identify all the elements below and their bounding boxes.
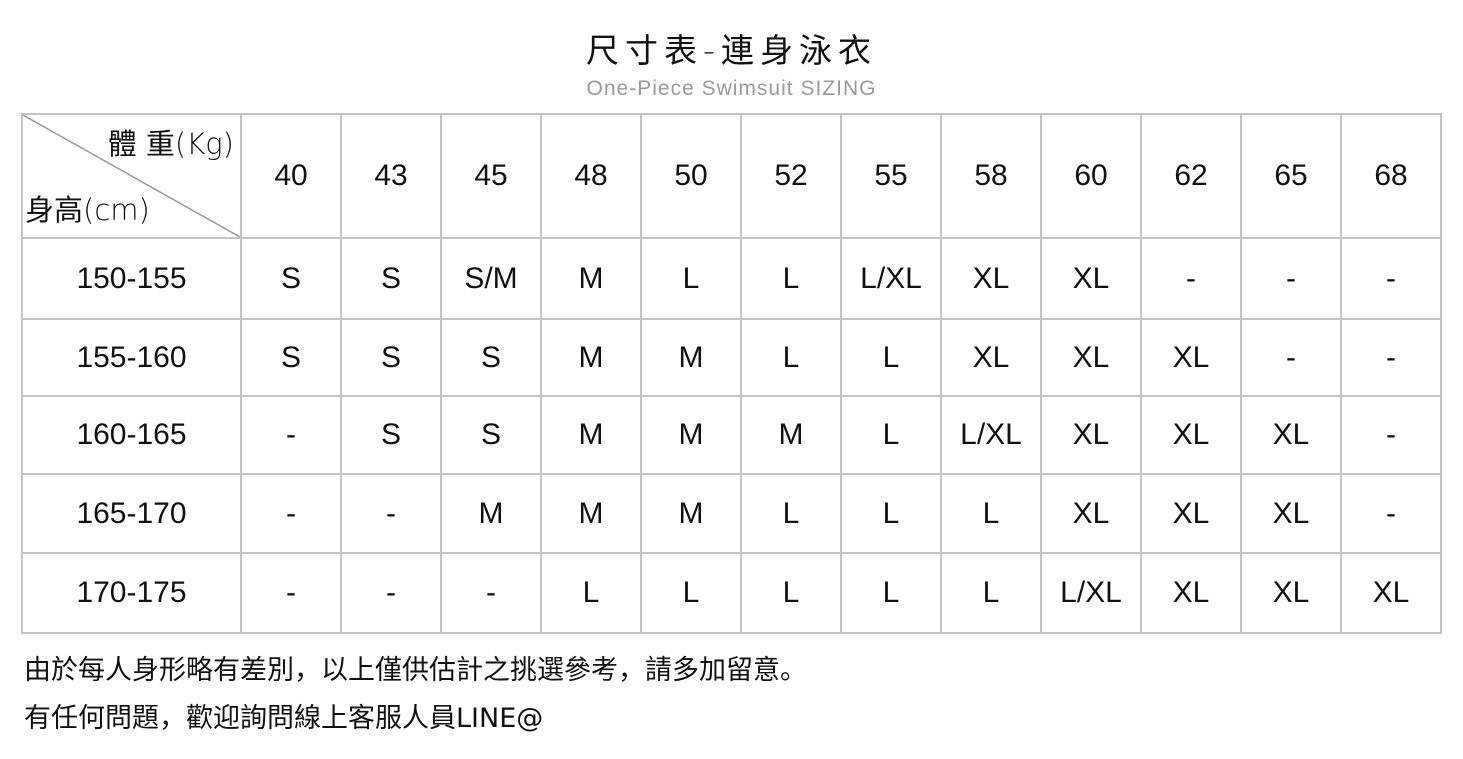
weight-header-60: 60: [1040, 113, 1142, 239]
size-cell: L: [640, 552, 742, 634]
size-cell: -: [340, 473, 442, 554]
size-cell: M: [640, 395, 742, 475]
note-line-1: 由於每人身形略有差別，以上僅供估計之挑選參考，請多加留意。: [24, 655, 807, 686]
height-axis-label: 身高(cm): [25, 193, 150, 227]
size-cell: XL: [1240, 395, 1342, 475]
size-cell: XL: [1140, 473, 1242, 554]
weight-header-48: 48: [540, 113, 642, 239]
size-cell: L: [840, 395, 942, 475]
height-range-cell: 155-160: [21, 318, 242, 397]
size-cell: M: [540, 318, 642, 397]
table-row: 155-160 S S S M M L L XL XL XL - -: [21, 318, 1442, 397]
table-row: 170-175- - - L L L L L L/XL XL XL XL: [21, 552, 1442, 634]
page-subtitle: One-Piece Swimsuit SIZING: [586, 77, 877, 100]
weight-header-62: 62: [1140, 113, 1242, 239]
height-range-cell: 150-155: [21, 237, 242, 320]
size-cell: M: [540, 473, 642, 554]
height-range-cell: 170-175: [21, 552, 242, 634]
weight-header-40: 40: [240, 113, 342, 239]
size-chart-table: 體 重(Kg) 身高(cm) 40 43 45 48 50 52 55 58 60 62 65 68 …: [21, 113, 1442, 634]
size-cell: -: [240, 395, 342, 475]
corner-cell: 體 重(Kg) 身高(cm): [21, 113, 242, 239]
size-cell: -: [240, 552, 342, 634]
size-cell: -: [240, 473, 342, 554]
size-cell: L: [840, 552, 942, 634]
size-cell: XL: [1040, 473, 1142, 554]
header-row: 體 重(Kg) 身高(cm) 40 43 45 48 50 52 55 58 60 62 65 68: [21, 113, 1442, 239]
size-cell: XL: [1040, 395, 1142, 475]
size-cell: M: [540, 395, 642, 475]
size-cell: M: [640, 318, 742, 397]
size-cell: M: [540, 237, 642, 320]
size-cell: L: [740, 552, 842, 634]
size-cell: L/XL: [840, 237, 942, 320]
page-title: 尺寸表-連身泳衣: [586, 31, 877, 70]
size-cell: S: [240, 237, 342, 320]
size-cell: S: [340, 318, 442, 397]
size-cell: -: [340, 552, 442, 634]
size-cell: S: [340, 237, 442, 320]
table-row: 150-155 S S S/M M L L L/XL XL XL - - -: [21, 237, 1442, 320]
weight-header-55: 55: [840, 113, 942, 239]
size-cell: -: [1340, 318, 1442, 397]
size-cell: L: [740, 473, 842, 554]
size-cell: XL: [940, 237, 1042, 320]
height-range-cell: 160-165: [21, 395, 242, 475]
size-cell: XL: [940, 318, 1042, 397]
size-cell: L: [840, 473, 942, 554]
size-cell: L/XL: [940, 395, 1042, 475]
size-cell: M: [640, 473, 742, 554]
note-line-2: 有任何問題，歡迎詢問線上客服人員LINE@: [24, 703, 544, 734]
size-cell: S/M: [440, 237, 542, 320]
size-cell: XL: [1240, 552, 1342, 634]
size-cell: -: [1340, 237, 1442, 320]
size-cell: -: [440, 552, 542, 634]
size-cell: S: [240, 318, 342, 397]
size-cell: L: [840, 318, 942, 397]
size-cell: L: [640, 237, 742, 320]
size-cell: L: [740, 237, 842, 320]
size-cell: L: [940, 473, 1042, 554]
size-cell: -: [1240, 318, 1342, 397]
diagonal-divider: [23, 115, 240, 237]
weight-header-52: 52: [740, 113, 842, 239]
size-cell: S: [340, 395, 442, 475]
size-cell: -: [1240, 237, 1342, 320]
size-cell: S: [440, 318, 542, 397]
size-cell: L/XL: [1040, 552, 1142, 634]
size-cell: XL: [1140, 552, 1242, 634]
weight-header-58: 58: [940, 113, 1042, 239]
size-cell: L: [940, 552, 1042, 634]
size-cell: XL: [1140, 395, 1242, 475]
size-cell: XL: [1040, 237, 1142, 320]
weight-header-43: 43: [340, 113, 442, 239]
weight-header-68: 68: [1340, 113, 1442, 239]
size-cell: L: [740, 318, 842, 397]
size-cell: -: [1340, 473, 1442, 554]
size-cell: XL: [1040, 318, 1142, 397]
size-cell: M: [740, 395, 842, 475]
table-row: 160-165- S S M M M L L/XL XL XL XL -: [21, 395, 1442, 475]
size-cell: L: [540, 552, 642, 634]
weight-header-45: 45: [440, 113, 542, 239]
weight-axis-label: 體 重(Kg): [107, 127, 234, 161]
size-cell: S: [440, 395, 542, 475]
size-cell: XL: [1340, 552, 1442, 634]
height-range-cell: 165-170: [21, 473, 242, 554]
size-cell: XL: [1240, 473, 1342, 554]
size-cell: XL: [1140, 318, 1242, 397]
size-cell: M: [440, 473, 542, 554]
size-cell: -: [1140, 237, 1242, 320]
weight-header-50: 50: [640, 113, 742, 239]
weight-header-65: 65: [1240, 113, 1342, 239]
size-cell: -: [1340, 395, 1442, 475]
table-row: 165-170- - M M M L L L XL XL XL -: [21, 473, 1442, 554]
